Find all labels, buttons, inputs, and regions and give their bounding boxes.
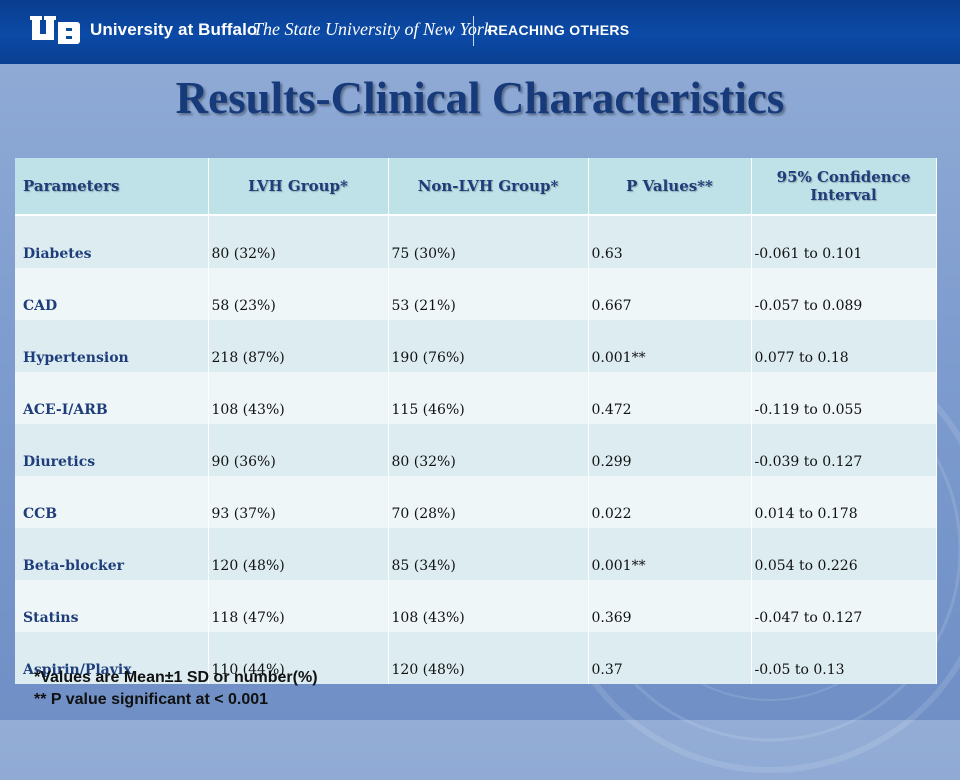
table-row: CAD 58 (23%) 53 (21%) 0.667 -0.057 to 0.… xyxy=(15,268,937,320)
ci-cell: 0.077 to 0.18 xyxy=(751,320,937,372)
lvh-cell: 58 (23%) xyxy=(208,268,389,320)
non-lvh-cell: 80 (32%) xyxy=(388,424,589,476)
table-row: Beta-blocker 120 (48%) 85 (34%) 0.001** … xyxy=(15,528,937,580)
parameter-cell: Hypertension xyxy=(15,320,209,372)
slide-title: Results-Clinical Characteristics xyxy=(175,73,785,123)
parameter-cell: Diuretics xyxy=(15,424,209,476)
non-lvh-cell: 70 (28%) xyxy=(388,476,589,528)
parameter-cell: Diabetes xyxy=(15,215,209,268)
lvh-cell: 120 (48%) xyxy=(208,528,389,580)
p-value-cell: 0.472 xyxy=(588,372,752,424)
parameter-cell: Beta-blocker xyxy=(15,528,209,580)
p-value-cell: 0.022 xyxy=(588,476,752,528)
ci-cell: -0.039 to 0.127 xyxy=(751,424,937,476)
table-row: Aspirin/Plavix 110 (44%) 120 (48%) 0.37 … xyxy=(15,632,937,684)
header-bar: University at Buffalo The State Universi… xyxy=(0,0,960,64)
parameter-cell: CAD xyxy=(15,268,209,320)
column-header: Non-LVH Group* xyxy=(388,158,589,216)
ci-cell: 0.054 to 0.226 xyxy=(751,528,937,580)
non-lvh-cell: 108 (43%) xyxy=(388,580,589,632)
parameter-cell: ACE-I/ARB xyxy=(15,372,209,424)
table-row: ACE-I/ARB 108 (43%) 115 (46%) 0.472 -0.1… xyxy=(15,372,937,424)
ci-cell: 0.014 to 0.178 xyxy=(751,476,937,528)
non-lvh-cell: 53 (21%) xyxy=(388,268,589,320)
non-lvh-cell: 115 (46%) xyxy=(388,372,589,424)
lvh-cell: 218 (87%) xyxy=(208,320,389,372)
non-lvh-cell: 75 (30%) xyxy=(388,215,589,268)
university-name: University at Buffalo xyxy=(90,20,258,39)
footnotes: *Values are Mean±1 SD or number(%) ** P … xyxy=(34,667,318,711)
column-header: Parameters xyxy=(15,158,209,216)
p-value-cell: 0.667 xyxy=(588,268,752,320)
ci-cell: -0.047 to 0.127 xyxy=(751,580,937,632)
p-value-cell: 0.63 xyxy=(588,215,752,268)
lvh-cell: 93 (37%) xyxy=(208,476,389,528)
parameter-cell: Aspirin/Plavix xyxy=(15,632,209,684)
p-value-cell: 0.001** xyxy=(588,528,752,580)
ci-cell: -0.057 to 0.089 xyxy=(751,268,937,320)
parameter-cell: CCB xyxy=(15,476,209,528)
non-lvh-cell: 85 (34%) xyxy=(388,528,589,580)
non-lvh-cell: 190 (76%) xyxy=(388,320,589,372)
results-table: Parameters LVH Group* Non-LVH Group* P V… xyxy=(15,158,937,684)
non-lvh-cell: 120 (48%) xyxy=(388,632,589,684)
table-header-row: Parameters LVH Group* Non-LVH Group* P V… xyxy=(15,158,937,216)
column-header: LVH Group* xyxy=(208,158,389,216)
lvh-cell: 118 (47%) xyxy=(208,580,389,632)
table-row: Hypertension 218 (87%) 190 (76%) 0.001**… xyxy=(15,320,937,372)
ub-logo xyxy=(30,16,80,44)
p-value-cell: 0.37 xyxy=(588,632,752,684)
table-row: CCB 93 (37%) 70 (28%) 0.022 0.014 to 0.1… xyxy=(15,476,937,528)
footnote-values: *Values are Mean±1 SD or number(%) xyxy=(34,669,318,686)
institution-name: The State University of New York xyxy=(253,19,492,39)
p-value-cell: 0.299 xyxy=(588,424,752,476)
ci-cell: -0.05 to 0.13 xyxy=(751,632,937,684)
table-row: Diuretics 90 (36%) 80 (32%) 0.299 -0.039… xyxy=(15,424,937,476)
parameter-cell: Statins xyxy=(15,580,209,632)
table-row: Statins 118 (47%) 108 (43%) 0.369 -0.047… xyxy=(15,580,937,632)
p-value-cell: 0.001** xyxy=(588,320,752,372)
tagline: REACHING OTHERS xyxy=(488,22,630,38)
p-value-cell: 0.369 xyxy=(588,580,752,632)
ci-cell: -0.061 to 0.101 xyxy=(751,215,937,268)
lvh-cell: 80 (32%) xyxy=(208,215,389,268)
table-row: Diabetes 80 (32%) 75 (30%) 0.63 -0.061 t… xyxy=(15,215,937,268)
lvh-cell: 90 (36%) xyxy=(208,424,389,476)
header-divider xyxy=(473,16,474,46)
ci-cell: -0.119 to 0.055 xyxy=(751,372,937,424)
lvh-cell: 110 (44%) xyxy=(208,632,389,684)
lvh-cell: 108 (43%) xyxy=(208,372,389,424)
column-header: P Values** xyxy=(588,158,752,216)
footnote-significance: ** P value significant at < 0.001 xyxy=(34,691,269,708)
column-header: 95% Confidence Interval xyxy=(751,158,937,216)
